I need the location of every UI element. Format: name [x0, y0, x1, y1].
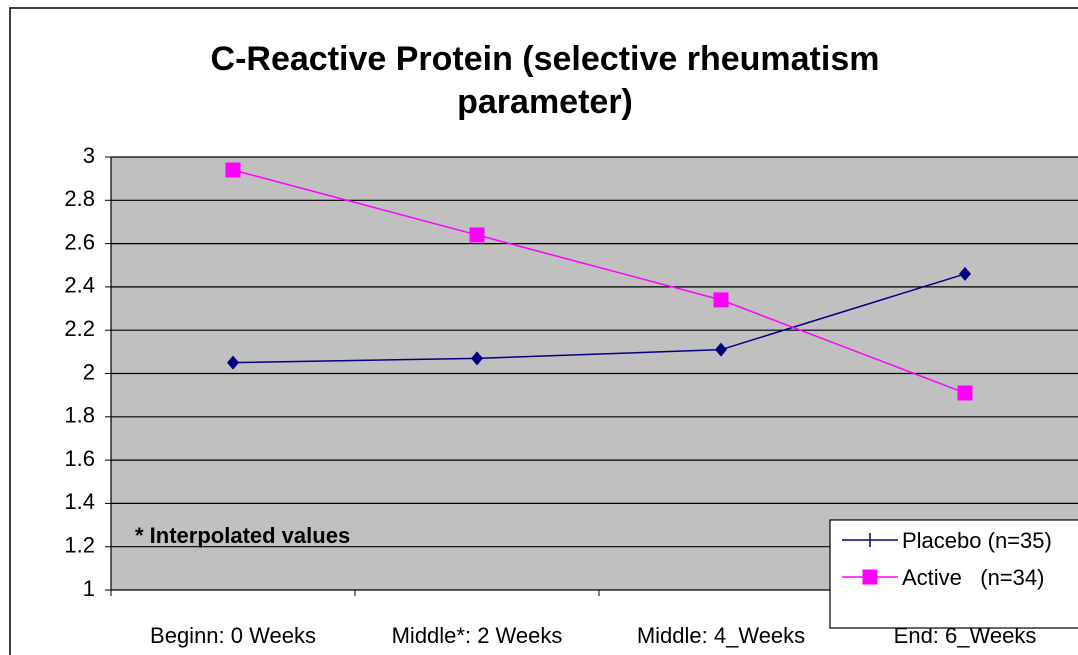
y-tick-label: 2.8: [64, 186, 95, 211]
data-point: [957, 385, 973, 401]
y-tick-label: 1.4: [64, 489, 95, 514]
y-tick-label: 1.6: [64, 446, 95, 471]
data-point: [227, 355, 239, 370]
legend-label: Placebo (n=35): [902, 528, 1052, 553]
y-tick-label: 1: [83, 576, 95, 601]
series-line: [232, 273, 966, 364]
y-tick-label: 2: [83, 359, 95, 384]
x-tick-label: Beginn: 0 Weeks: [150, 623, 316, 648]
data-point: [713, 292, 729, 308]
y-tick-label: 2.2: [64, 316, 95, 341]
y-tick-label: 2.4: [64, 273, 95, 298]
y-tick-label: 3: [83, 143, 95, 168]
data-point: [715, 342, 727, 357]
chart-title: C-Reactive Protein (selective rheumatism…: [210, 40, 880, 121]
y-tick-label: 1.2: [64, 533, 95, 558]
y-tick-label: 1.8: [64, 403, 95, 428]
y-tick-label: 2.6: [64, 229, 95, 254]
chart-border: [9, 7, 1078, 655]
data-point: [469, 227, 485, 243]
series-line: [232, 169, 966, 394]
annotation: * Interpolated values: [135, 523, 350, 548]
data-point: [471, 351, 483, 366]
legend-label: Active (n=34): [902, 565, 1044, 590]
data-point: [225, 162, 241, 178]
x-tick-label: Middle*: 2 Weeks: [392, 623, 563, 648]
legend-marker: [862, 569, 878, 585]
x-tick-label: Middle: 4_Weeks: [637, 623, 805, 648]
data-point: [959, 266, 971, 281]
